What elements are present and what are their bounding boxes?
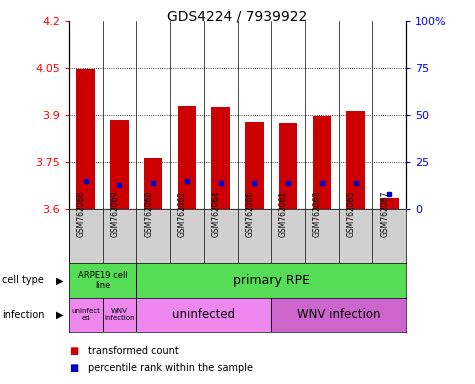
Text: percentile rank within the sample: percentile rank within the sample [88,363,253,373]
Bar [178,106,196,209]
Text: infection: infection [2,310,45,320]
Text: GSM762064: GSM762064 [212,190,220,237]
Bar [76,69,95,209]
Bar [144,159,162,209]
Text: GSM762068: GSM762068 [77,190,86,237]
Text: GSM762067: GSM762067 [380,190,390,237]
Text: GDS4224 / 7939922: GDS4224 / 7939922 [167,10,308,23]
Text: primary RPE: primary RPE [233,274,310,287]
Bar [271,298,406,332]
Bar [245,122,264,209]
Text: ▶: ▶ [56,310,63,320]
Text: GSM762069: GSM762069 [111,190,120,237]
Text: ARPE19 cell
line: ARPE19 cell line [78,271,127,290]
Text: uninfect
ed: uninfect ed [71,308,100,321]
Text: GSM762063: GSM762063 [313,190,322,237]
Bar [211,108,230,209]
Bar [279,123,297,209]
Text: WNV
infection: WNV infection [104,308,135,321]
Text: GSM762062: GSM762062 [178,190,187,237]
Text: GSM762061: GSM762061 [279,190,288,237]
Bar [110,120,129,209]
Text: cell type: cell type [2,275,44,285]
Text: WNV infection: WNV infection [297,308,380,321]
Bar [380,198,399,209]
Text: GSM762066: GSM762066 [246,190,255,237]
Text: ■: ■ [69,346,78,356]
Text: GSM762065: GSM762065 [347,190,355,237]
Bar [346,111,365,209]
Text: ▶: ▶ [56,275,63,285]
Text: GSM762060: GSM762060 [144,190,153,237]
Text: uninfected: uninfected [172,308,235,321]
Text: ■: ■ [69,363,78,373]
Text: transformed count: transformed count [88,346,179,356]
Bar [313,116,331,209]
